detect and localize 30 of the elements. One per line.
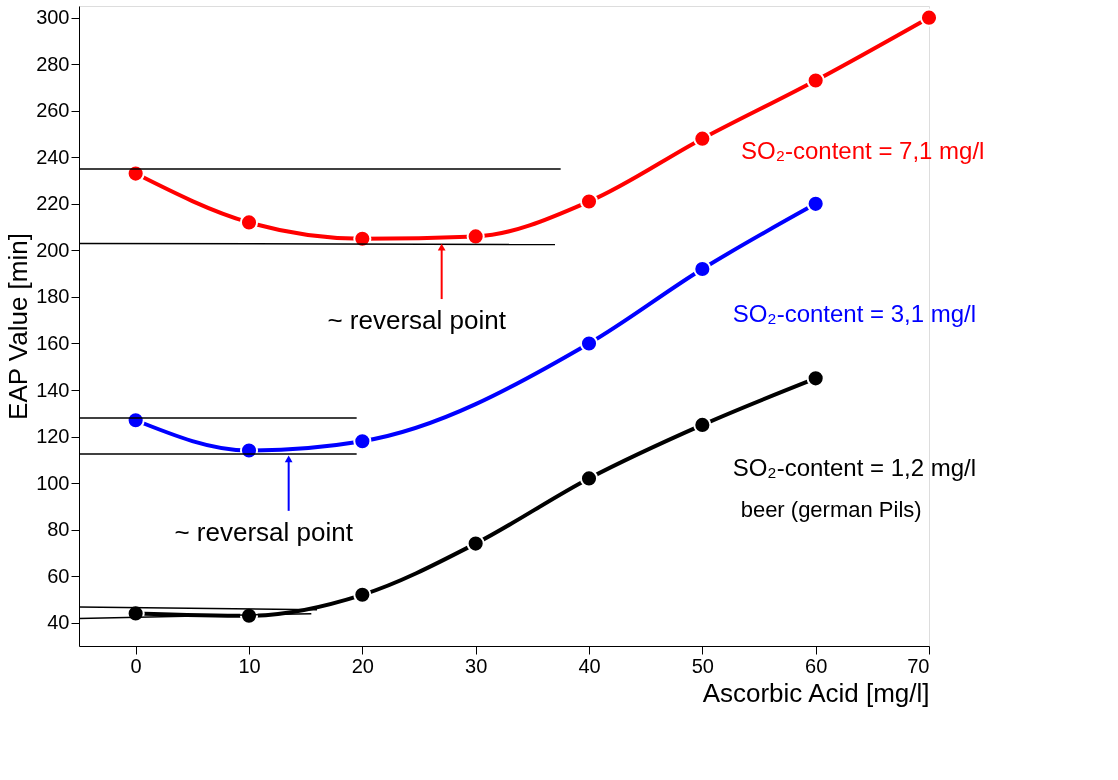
- x-tick-label: 50: [691, 654, 714, 677]
- y-tick-label: 100: [36, 471, 70, 494]
- y-tick-label: 240: [36, 145, 70, 168]
- x-tick-label: 40: [578, 654, 601, 677]
- annotation: beer (german Pils): [740, 497, 922, 523]
- y-tick-label: 280: [36, 52, 70, 75]
- x-tick-label: 30: [465, 654, 488, 677]
- y-tick-label: 300: [36, 6, 70, 29]
- y-tick-label: 60: [47, 564, 70, 587]
- x-tick-label: 10: [238, 654, 261, 677]
- y-tick-label: 180: [36, 285, 70, 308]
- y-tick-label: 80: [47, 518, 70, 541]
- y-tick-label: 140: [36, 378, 70, 401]
- series-label: SO₂-content = 3,1 mg/l: [732, 299, 977, 327]
- y-tick-label: 200: [36, 238, 70, 261]
- annotation: ~ reversal point: [174, 516, 354, 547]
- y-tick-label: 120: [36, 425, 70, 448]
- x-tick-label: 0: [130, 654, 142, 677]
- x-axis-title: Ascorbic Acid [mg/l]: [702, 677, 930, 708]
- x-tick-label: 60: [805, 654, 828, 677]
- x-tick-label: 70: [907, 654, 930, 677]
- y-axis-title: EAP Value [min]: [3, 233, 34, 420]
- y-tick-label: 160: [36, 331, 70, 354]
- x-tick-label: 20: [351, 654, 374, 677]
- y-tick-label: 40: [47, 611, 70, 634]
- series-label: SO₂-content = 1,2 mg/l: [732, 454, 977, 482]
- y-tick-label: 260: [36, 99, 70, 122]
- annotation: ~ reversal point: [327, 305, 507, 336]
- series-label: SO₂-content = 7,1 mg/l: [741, 136, 985, 164]
- y-tick-label: 220: [36, 192, 70, 215]
